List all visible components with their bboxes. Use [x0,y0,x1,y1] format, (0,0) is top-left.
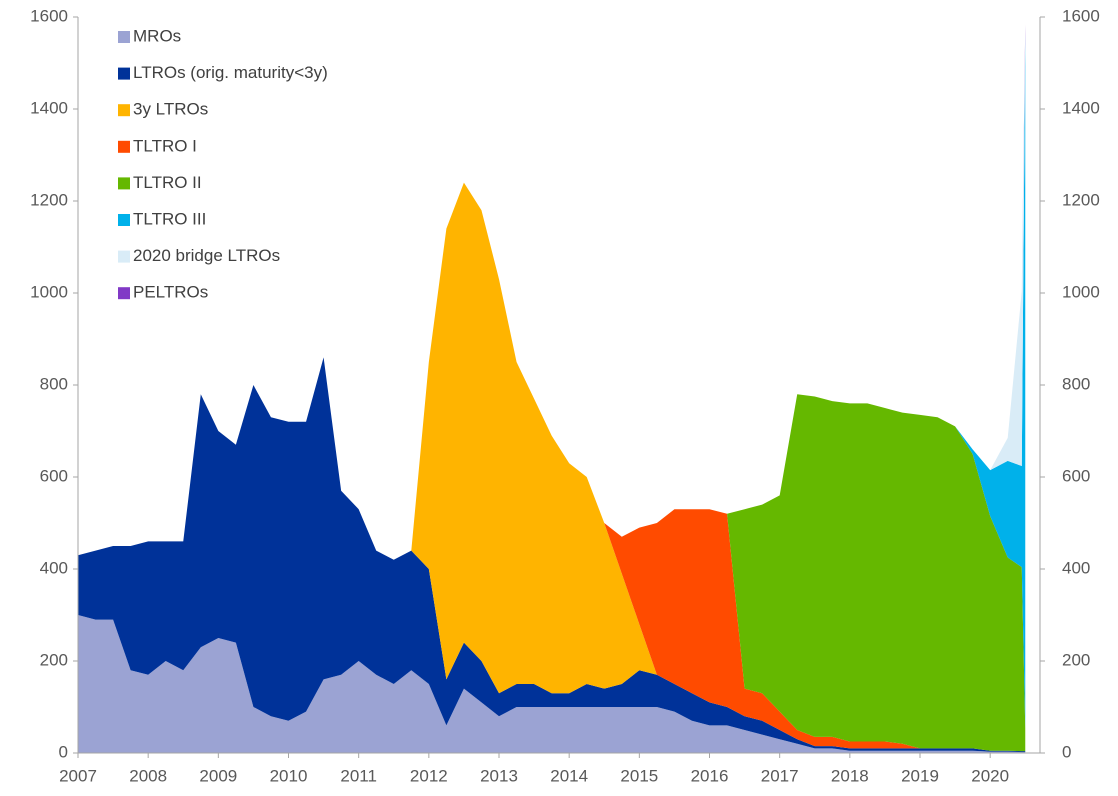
legend-label: 2020 bridge LTROs [133,246,280,265]
legend-label: PELTROs [133,283,208,302]
y2-tick-label: 200 [1062,650,1090,669]
area [78,182,1026,752]
legend-swatch [118,104,130,117]
x-tick-label: 2010 [270,766,308,785]
legend-swatch [118,67,130,80]
y-tick-label: 1200 [30,190,68,209]
legend-label: TLTRO III [133,209,206,228]
y2-tick-label: 400 [1062,558,1090,577]
y-tick-label: 400 [40,558,68,577]
x-tick-label: 2009 [199,766,237,785]
x-tick-label: 2013 [480,766,518,785]
x-tick-label: 2015 [620,766,658,785]
y2-tick-label: 800 [1062,374,1090,393]
y-tick-label: 0 [59,742,68,761]
y2-tick-label: 600 [1062,466,1090,485]
y2-tick-label: 1400 [1062,98,1100,117]
legend-label: 3y LTROs [133,100,208,119]
area [78,615,1026,753]
x-tick-label: 2012 [410,766,448,785]
x-tick-label: 2017 [761,766,799,785]
y-tick-label: 1400 [30,98,68,117]
legend-label: TLTRO II [133,173,202,192]
legend-swatch [118,214,130,226]
x-tick-label: 2019 [901,766,939,785]
y2-tick-label: 1200 [1062,190,1100,209]
legend-label: TLTRO I [133,136,197,155]
legend-swatch [118,31,130,43]
y-tick-label: 600 [40,466,68,485]
legend-label: LTROs (orig. maturity<3y) [133,63,328,82]
area [78,182,1026,752]
legend-swatch [118,177,130,190]
legend-swatch [118,250,130,263]
legend-label: MROs [133,26,181,45]
y2-tick-label: 0 [1062,742,1071,761]
area [78,357,1026,753]
y2-tick-label: 1000 [1062,282,1100,301]
legend-swatch [118,140,130,153]
y-tick-label: 800 [40,374,68,393]
x-tick-label: 2011 [340,766,377,785]
x-tick-label: 2016 [691,766,729,785]
y-tick-label: 200 [40,650,68,669]
y-tick-label: 1000 [30,282,68,301]
x-tick-label: 2008 [129,766,167,785]
x-tick-label: 2014 [550,766,588,785]
legend-swatch [118,287,130,300]
y2-tick-label: 1600 [1062,6,1100,25]
y-tick-label: 1600 [30,6,68,25]
x-tick-label: 2018 [831,766,869,785]
x-tick-label: 2007 [59,766,97,785]
legend: MROs LTROs (orig. maturity<3y) 3y LTROs TLT… [118,26,328,302]
x-tick-label: 2020 [971,766,1009,785]
